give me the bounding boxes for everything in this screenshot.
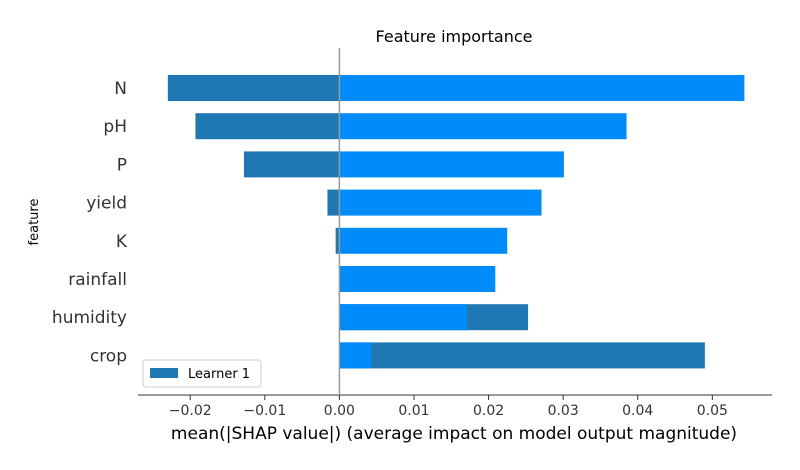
category-label: P bbox=[117, 155, 127, 175]
category-label: pH bbox=[103, 117, 127, 137]
bar-series1-K bbox=[335, 227, 340, 254]
bar-series1-yield bbox=[327, 189, 340, 216]
bar-series2-N bbox=[339, 75, 745, 101]
bar-series2-K bbox=[339, 227, 508, 254]
x-tick-label: −0.01 bbox=[243, 403, 286, 419]
legend-swatch bbox=[150, 368, 178, 378]
x-tick-label: 0.00 bbox=[324, 403, 355, 419]
x-tick-label: 0.02 bbox=[473, 403, 504, 419]
category-label: N bbox=[114, 79, 127, 99]
category-label: humidity bbox=[52, 308, 127, 328]
category-label: K bbox=[116, 232, 128, 252]
x-tick-label: 0.01 bbox=[398, 403, 429, 419]
x-tick-label: 0.03 bbox=[548, 403, 579, 419]
bar-series2-yield bbox=[339, 189, 542, 216]
category-label: crop bbox=[90, 346, 127, 366]
category-label: yield bbox=[86, 194, 127, 214]
bar-series1-P bbox=[243, 151, 340, 178]
bar-series2-rainfall bbox=[339, 266, 496, 292]
bar-series1-pH bbox=[195, 113, 340, 140]
chart-title: Feature importance bbox=[376, 27, 533, 46]
bars-group bbox=[167, 75, 745, 369]
x-axis-label: mean(|SHAP value|) (average impact on mo… bbox=[171, 424, 737, 444]
legend: Learner 1 bbox=[142, 359, 262, 388]
x-tick-label: −0.02 bbox=[169, 403, 212, 419]
bar-series2-crop bbox=[339, 342, 372, 369]
bar-series1-N bbox=[167, 75, 340, 101]
bar-series2-pH bbox=[339, 113, 627, 140]
bar-series2-humidity bbox=[339, 304, 467, 331]
bar-series2-P bbox=[339, 151, 564, 178]
legend-box bbox=[142, 359, 262, 388]
y-axis-label: feature bbox=[27, 199, 42, 246]
bar-series1-crop bbox=[339, 342, 705, 369]
category-label: rainfall bbox=[68, 270, 127, 290]
legend-label: Learner 1 bbox=[188, 367, 250, 382]
x-axis: −0.02 −0.01 0.00 0.01 0.02 0.03 0.04 0.05 bbox=[138, 394, 772, 419]
x-tick-label: 0.04 bbox=[622, 403, 653, 419]
x-tick-label: 0.05 bbox=[697, 403, 728, 419]
